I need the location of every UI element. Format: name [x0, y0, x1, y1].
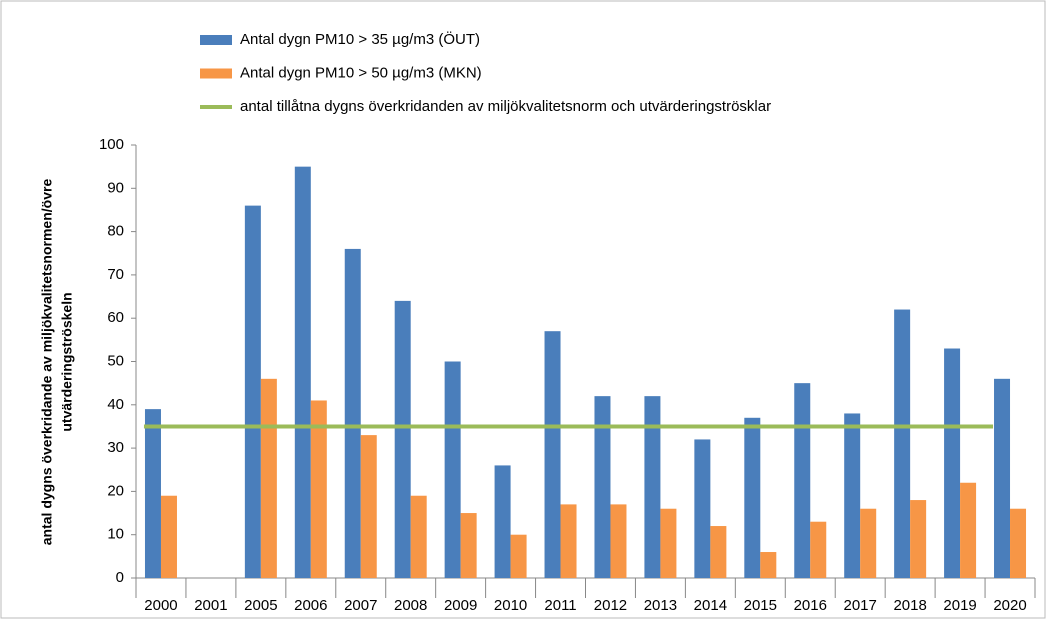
x-tick-label: 2013: [644, 597, 677, 614]
x-tick-label: 2011: [544, 597, 576, 614]
y-tick-label: 60: [107, 309, 124, 326]
bar: [310, 400, 327, 578]
bar: [610, 504, 627, 578]
x-tick-label: 2001: [194, 597, 227, 614]
y-tick-label: 10: [107, 526, 124, 543]
x-tick-label: 2008: [394, 597, 427, 614]
legend-swatch: [200, 68, 232, 79]
x-tick-label: 2010: [494, 597, 527, 614]
bar: [810, 521, 827, 578]
legend-label: Antal dygn PM10 > 50 µg/m3 (MKN): [240, 64, 482, 81]
x-tick-label: 2015: [744, 597, 777, 614]
x-tick-label: 2007: [344, 597, 377, 614]
bar: [444, 361, 461, 578]
bar: [910, 500, 927, 578]
x-tick-label: 2019: [943, 597, 976, 614]
x-tick-label: 2016: [794, 597, 827, 614]
bar: [1010, 508, 1027, 578]
x-tick-label: 2020: [993, 597, 1026, 614]
y-tick-label: 0: [116, 569, 124, 586]
bar: [744, 417, 761, 578]
bar: [660, 508, 677, 578]
bar: [510, 534, 527, 578]
legend-label: Antal dygn PM10 > 35 µg/m3 (ÖUT): [240, 30, 480, 48]
y-tick-label: 90: [107, 179, 124, 196]
x-tick-label: 2006: [294, 597, 327, 614]
y-tick-label: 50: [107, 352, 124, 369]
bar: [294, 166, 311, 578]
bar: [560, 504, 577, 578]
bar: [644, 396, 661, 578]
bar: [594, 396, 611, 578]
x-tick-label: 2018: [893, 597, 926, 614]
x-tick-label: 2005: [244, 597, 277, 614]
bar: [894, 309, 911, 578]
legend-swatch: [200, 35, 232, 45]
bar: [460, 513, 477, 578]
bar: [260, 378, 277, 578]
bar: [960, 482, 977, 578]
legend-label: antal tillåtna dygns överkridanden av mi…: [240, 98, 771, 115]
bar: [360, 435, 377, 578]
x-tick-label: 2017: [844, 597, 877, 614]
bar: [160, 495, 177, 578]
x-tick-label: 2000: [144, 597, 177, 614]
bar: [760, 552, 777, 578]
bar: [860, 508, 877, 578]
bar: [494, 465, 511, 578]
y-tick-label: 70: [107, 266, 124, 283]
x-tick-label: 2009: [444, 597, 477, 614]
y-tick-label: 20: [107, 482, 124, 499]
x-tick-label: 2012: [594, 597, 627, 614]
bar: [710, 526, 727, 578]
bar: [410, 495, 427, 578]
bar: [944, 348, 961, 578]
y-tick-label: 100: [99, 136, 124, 153]
bar: [244, 205, 261, 578]
bar: [344, 248, 361, 579]
bar: [994, 378, 1011, 578]
bar: [794, 383, 811, 578]
y-tick-label: 30: [107, 439, 124, 456]
bar: [544, 331, 561, 578]
y-tick-label: 80: [107, 223, 124, 240]
y-tick-label: 40: [107, 396, 124, 413]
bar: [394, 300, 411, 578]
bar: [144, 409, 161, 578]
bar: [694, 439, 711, 578]
y-axis-label: antal dygns överkridande av miljökvalite…: [39, 179, 55, 546]
y-axis-label: utvärderingströskeln: [59, 292, 75, 431]
x-tick-label: 2014: [694, 597, 727, 614]
bar: [844, 413, 861, 578]
